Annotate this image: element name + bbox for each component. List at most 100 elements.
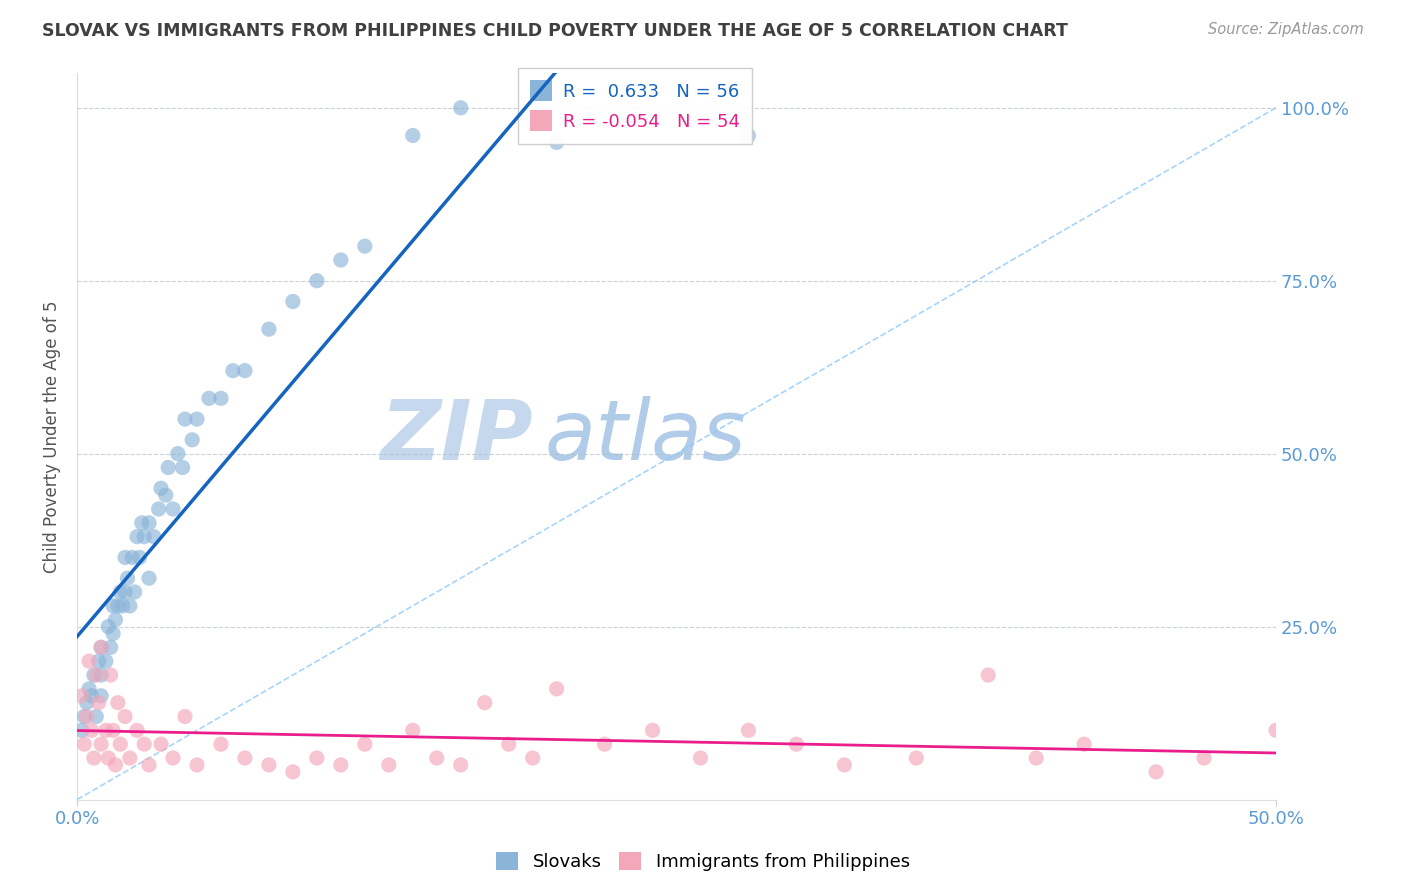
Point [100, 668, 122, 682]
Y-axis label: Child Poverty Under the Age of 5: Child Poverty Under the Age of 5 [44, 300, 60, 573]
Point [737, 723, 759, 738]
Point [593, 737, 616, 751]
Point [329, 252, 352, 267]
Point [97, 751, 120, 765]
Point [737, 128, 759, 143]
Point [474, 696, 496, 710]
Point [174, 412, 197, 426]
Legend: R =  0.633   N = 56, R = -0.054   N = 54: R = 0.633 N = 56, R = -0.054 N = 54 [517, 68, 752, 144]
Point [162, 751, 184, 765]
Point [117, 571, 139, 585]
Point [97, 619, 120, 633]
Point [128, 550, 150, 565]
Point [84, 668, 107, 682]
Point [100, 640, 122, 655]
Point [124, 585, 146, 599]
Point [222, 364, 245, 378]
Point [104, 758, 127, 772]
Point [148, 502, 170, 516]
Point [181, 433, 204, 447]
Point [131, 516, 153, 530]
Point [522, 751, 544, 765]
Text: atlas: atlas [544, 396, 747, 477]
Point [125, 530, 148, 544]
Point [353, 239, 375, 253]
Text: ZIP: ZIP [380, 396, 533, 477]
Point [90, 640, 112, 655]
Point [134, 530, 156, 544]
Point [73, 709, 96, 723]
Point [76, 709, 98, 723]
Point [281, 764, 304, 779]
Point [134, 737, 156, 751]
Point [101, 626, 124, 640]
Point [138, 758, 160, 772]
Point [114, 585, 136, 599]
Point [1192, 751, 1215, 765]
Point [87, 654, 110, 668]
Point [121, 550, 143, 565]
Point [353, 737, 375, 751]
Point [233, 364, 256, 378]
Point [305, 274, 328, 288]
Point [977, 668, 1000, 682]
Point [689, 751, 711, 765]
Point [107, 599, 129, 613]
Point [546, 681, 568, 696]
Point [905, 751, 928, 765]
Point [155, 488, 177, 502]
Point [186, 412, 208, 426]
Point [209, 737, 232, 751]
Point [150, 481, 173, 495]
Point [73, 737, 96, 751]
Point [83, 751, 105, 765]
Point [104, 613, 127, 627]
Point [138, 571, 160, 585]
Point [834, 758, 856, 772]
Point [233, 751, 256, 765]
Point [80, 689, 103, 703]
Point [450, 758, 472, 772]
Point [77, 654, 100, 668]
Point [138, 516, 160, 530]
Point [87, 696, 110, 710]
Point [641, 723, 664, 738]
Point [110, 585, 132, 599]
Point [107, 696, 129, 710]
Text: SLOVAK VS IMMIGRANTS FROM PHILIPPINES CHILD POVERTY UNDER THE AGE OF 5 CORRELATI: SLOVAK VS IMMIGRANTS FROM PHILIPPINES CH… [42, 22, 1069, 40]
Point [257, 758, 280, 772]
Point [77, 681, 100, 696]
Point [114, 709, 136, 723]
Legend: Slovaks, Immigrants from Philippines: Slovaks, Immigrants from Philippines [489, 845, 917, 879]
Point [402, 723, 425, 738]
Point [84, 709, 107, 723]
Point [90, 640, 112, 655]
Point [83, 668, 105, 682]
Point [1265, 723, 1288, 738]
Point [186, 758, 208, 772]
Point [76, 696, 98, 710]
Point [94, 654, 117, 668]
Point [498, 737, 520, 751]
Point [90, 668, 112, 682]
Point [209, 392, 232, 406]
Point [257, 322, 280, 336]
Point [1025, 751, 1047, 765]
Point [114, 550, 136, 565]
Point [80, 723, 103, 738]
Point [450, 101, 472, 115]
Point [70, 723, 93, 738]
Point [110, 737, 132, 751]
Point [329, 758, 352, 772]
Point [70, 689, 93, 703]
Point [111, 599, 134, 613]
Point [198, 392, 221, 406]
Point [305, 751, 328, 765]
Point [125, 723, 148, 738]
Point [90, 737, 112, 751]
Point [426, 751, 449, 765]
Point [785, 737, 807, 751]
Point [118, 599, 141, 613]
Point [150, 737, 173, 751]
Point [162, 502, 184, 516]
